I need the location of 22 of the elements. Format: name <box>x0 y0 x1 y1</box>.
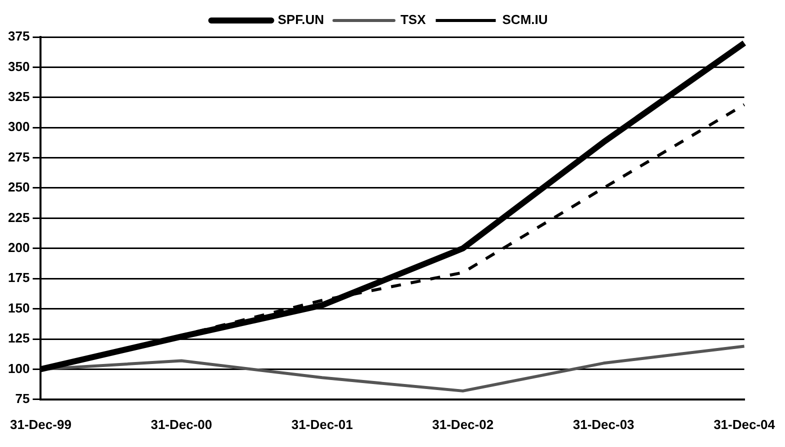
x-tick-label: 31-Dec-03 <box>572 416 634 432</box>
x-tick-label: 31-Dec-01 <box>291 416 353 432</box>
legend-label: SCM.IU <box>502 12 548 28</box>
y-tick-label: 275 <box>8 149 30 164</box>
y-tick-label: 325 <box>8 88 30 104</box>
x-tick-label: 31-Dec-00 <box>150 416 212 432</box>
y-tick-label: 350 <box>8 58 30 74</box>
x-tick-label: 31-Dec-99 <box>10 416 72 432</box>
y-tick-label: 300 <box>8 119 30 134</box>
legend-label: TSX <box>400 12 426 28</box>
y-tick-label: 250 <box>8 180 30 195</box>
y-tick-label: 100 <box>8 360 30 376</box>
y-tick-label: 125 <box>8 330 30 346</box>
y-tick-label: 150 <box>8 300 30 316</box>
x-tick-label: 31-Dec-04 <box>714 416 776 432</box>
y-tick-label: 175 <box>8 270 30 286</box>
y-tick-label: 375 <box>8 28 30 44</box>
x-tick-label: 31-Dec-02 <box>432 416 494 432</box>
y-tick-label: 75 <box>15 390 30 406</box>
y-tick-label: 225 <box>8 210 30 225</box>
legend-label: SPF.UN <box>278 12 324 28</box>
y-tick-label: 200 <box>8 240 30 255</box>
